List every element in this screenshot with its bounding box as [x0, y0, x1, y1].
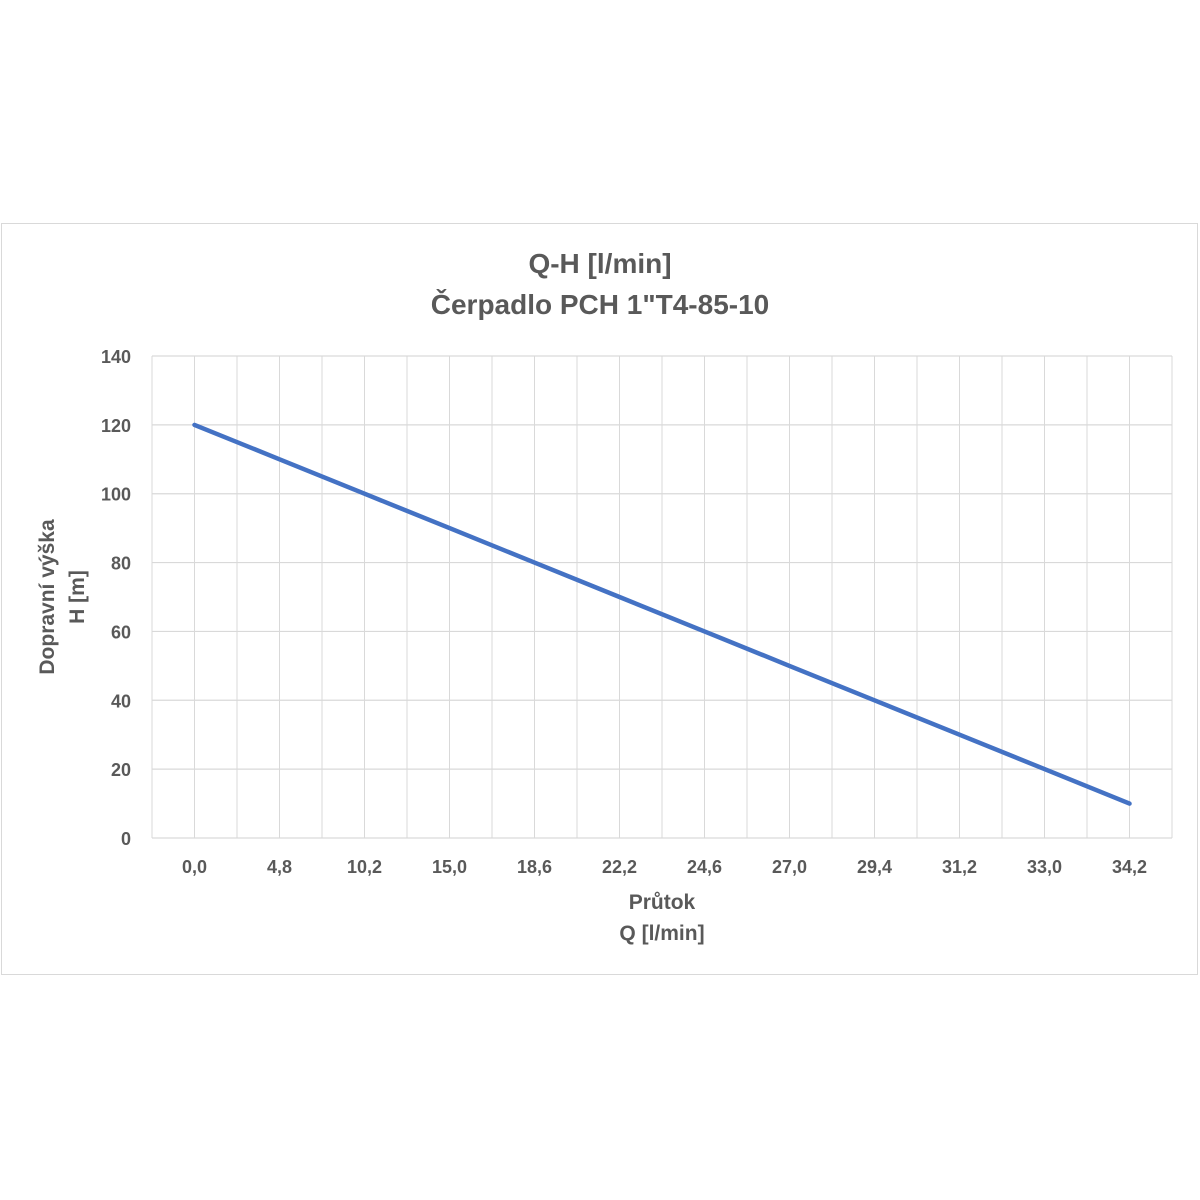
x-tick-label: 22,2 [602, 857, 637, 877]
y-axis-title-line-1: Dopravní výška [36, 519, 59, 675]
x-tick-label: 34,2 [1112, 857, 1147, 877]
gridlines [151, 355, 1173, 839]
y-tick-label: 60 [111, 622, 131, 642]
y-tick-label: 0 [121, 829, 131, 849]
x-tick-label: 33,0 [1027, 857, 1062, 877]
y-tick-labels: 0 20 40 60 80 100 120 140 [101, 347, 131, 849]
x-tick-label: 18,6 [517, 857, 552, 877]
x-tick-labels: 0,0 4,8 10,2 15,0 18,6 22,2 24,6 27,0 29,4 31,2 33… [182, 857, 1147, 877]
x-axis-title-line-2: Q [l/min] [619, 922, 704, 945]
x-axis-title-line-1: Průtok [629, 891, 696, 914]
x-tick-label: 0,0 [182, 857, 207, 877]
chart-frame [1, 223, 1198, 975]
x-tick-label: 24,6 [687, 857, 722, 877]
y-axis-title-line-2: H [m] [66, 570, 89, 624]
y-tick-label: 100 [101, 485, 131, 505]
y-tick-label: 40 [111, 691, 131, 711]
y-tick-label: 140 [101, 347, 131, 367]
x-tick-label: 27,0 [772, 857, 807, 877]
y-tick-label: 80 [111, 554, 131, 574]
y-tick-label: 120 [101, 416, 131, 436]
series-line [192, 422, 1132, 806]
y-tick-label: 20 [111, 760, 131, 780]
chart-title-line-2: Čerpadlo PCH 1"T4-85-10 [431, 288, 770, 320]
x-tick-label: 15,0 [432, 857, 467, 877]
x-tick-label: 29,4 [857, 857, 892, 877]
y-axis-title: Dopravní výška H [m] [36, 519, 89, 675]
x-tick-label: 10,2 [347, 857, 382, 877]
x-tick-label: 4,8 [267, 857, 292, 877]
x-tick-label: 31,2 [942, 857, 977, 877]
chart-title-line-1: Q-H [l/min] [528, 248, 671, 279]
series-layer [192, 422, 1132, 806]
